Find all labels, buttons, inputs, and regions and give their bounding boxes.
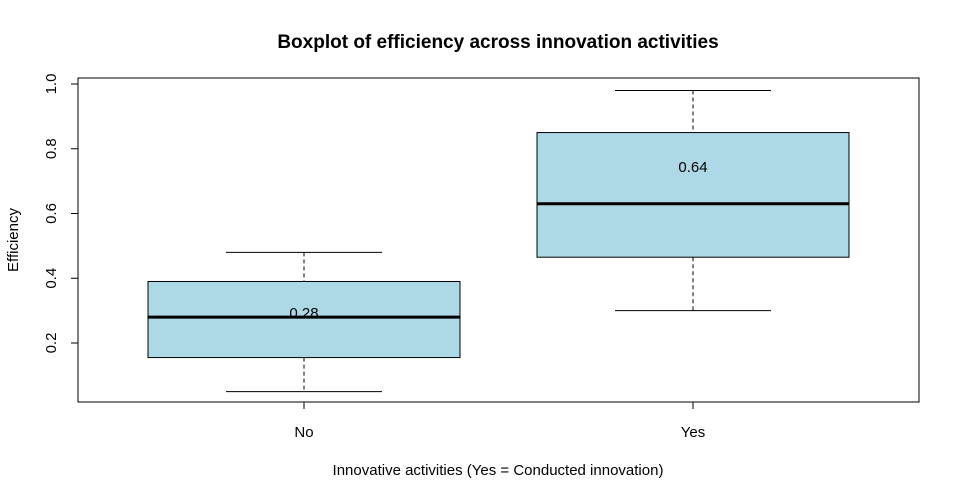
boxes-group: 0.28 0.64 (147, 89, 850, 393)
median-value-label: 0.28 (289, 305, 318, 322)
y-axis: 0.2 0.4 0.6 0.8 1.0 (43, 74, 79, 354)
y-axis-label: Efficiency (5, 208, 22, 272)
x-tick-label: Yes (681, 424, 705, 441)
y-tick-label: 0.4 (43, 268, 60, 289)
chart-title: Boxplot of efficiency across innovation … (277, 32, 718, 53)
x-tick-label: No (294, 424, 313, 441)
iqr-box (147, 280, 461, 359)
y-tick-label: 0.2 (43, 333, 60, 354)
y-tick-label: 0.8 (43, 138, 60, 159)
x-axis: No Yes (294, 401, 705, 441)
y-tick-label: 0.6 (43, 203, 60, 224)
x-axis-label: Innovative activities (Yes = Conducted i… (333, 462, 664, 479)
iqr-box (536, 132, 850, 258)
y-tick-label: 1.0 (43, 74, 60, 95)
median-value-label: 0.64 (678, 159, 707, 176)
